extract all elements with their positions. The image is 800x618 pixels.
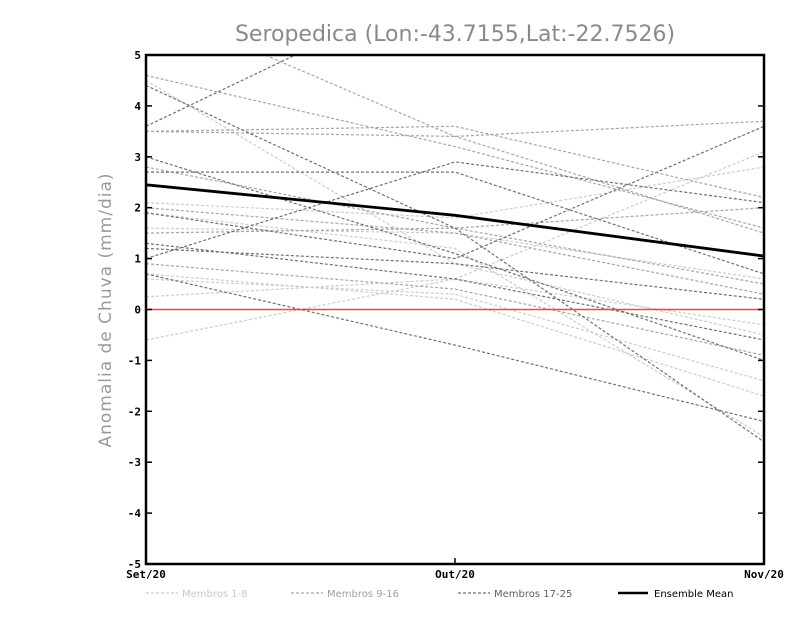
series-line-group1-member-3 bbox=[146, 273, 764, 397]
chart-title: Seropedica (Lon:-43.7155,Lat:-22.7526) bbox=[235, 22, 675, 47]
series-line-group2-member-5 bbox=[146, 120, 764, 138]
x-tick-label: Out/20 bbox=[435, 568, 475, 581]
series-line-group3-member-1 bbox=[146, 55, 297, 127]
legend-label-2: Membros 9-16 bbox=[327, 589, 399, 600]
y-tick-label: 5 bbox=[134, 49, 141, 62]
y-tick-label: -1 bbox=[128, 354, 142, 367]
y-tick-label: -4 bbox=[128, 507, 142, 520]
y-tick-label: -3 bbox=[128, 456, 141, 469]
y-tick-label: 0 bbox=[134, 304, 141, 317]
series-line-group2-member-6 bbox=[263, 55, 764, 234]
y-tick-label: 3 bbox=[134, 151, 141, 164]
legend-label-3: Membros 17-25 bbox=[494, 589, 572, 600]
series-line-group3-member-4 bbox=[146, 156, 764, 361]
series-line-group3-member-8 bbox=[146, 171, 764, 275]
series-line-group2-member-7 bbox=[146, 263, 764, 356]
legend-label-1: Membros 1-8 bbox=[182, 589, 248, 600]
series-line-group1-member-6 bbox=[146, 79, 764, 336]
plot-area bbox=[146, 55, 764, 443]
x-tick-label: Nov/20 bbox=[744, 568, 784, 581]
series-line-group1-member-2 bbox=[146, 227, 764, 280]
series-line-group2-member-2 bbox=[146, 74, 764, 229]
series-line-group1-member-1 bbox=[146, 166, 764, 219]
series-line-group1-member-4 bbox=[146, 151, 764, 341]
series-line-group3-member-6 bbox=[146, 273, 764, 423]
y-tick-label: -2 bbox=[128, 405, 141, 418]
y-axis-label: Anomalia de Chuva (mm/dia) bbox=[96, 172, 116, 447]
series-line-group2-member-8 bbox=[146, 207, 764, 295]
legend: Membros 1-8 Membros 9-16 Membros 17-25 Ense… bbox=[146, 589, 733, 600]
series-line-group1-member-7 bbox=[146, 212, 764, 438]
y-tick-label: -5 bbox=[128, 558, 141, 571]
series-line-group3-member-3 bbox=[146, 161, 764, 260]
series-line-group2-member-1 bbox=[146, 125, 764, 199]
series-line-group1-member-8 bbox=[146, 278, 764, 382]
series-line-group3-member-7 bbox=[146, 247, 764, 300]
series-line-group3-member-2 bbox=[146, 84, 764, 443]
y-tick-label: 4 bbox=[134, 100, 141, 113]
y-tick-label: 1 bbox=[134, 253, 141, 266]
series-line-group2-member-3 bbox=[146, 166, 764, 285]
legend-label-4: Ensemble Mean bbox=[654, 589, 733, 600]
series-line-group2-member-4 bbox=[146, 207, 764, 234]
series-line-group1-member-5 bbox=[146, 278, 764, 326]
y-tick-label: 2 bbox=[134, 202, 141, 215]
series-line-group3-member-9 bbox=[146, 125, 764, 260]
ensemble-mean-line bbox=[146, 183, 764, 258]
series-line-group3-member-5 bbox=[146, 242, 764, 341]
axis-ticks: -5 -4 -3 -2 -1 0 1 2 3 4 5 Set/20 Out/20 Nov/20 bbox=[126, 49, 784, 581]
x-tick-label: Set/20 bbox=[126, 568, 166, 581]
